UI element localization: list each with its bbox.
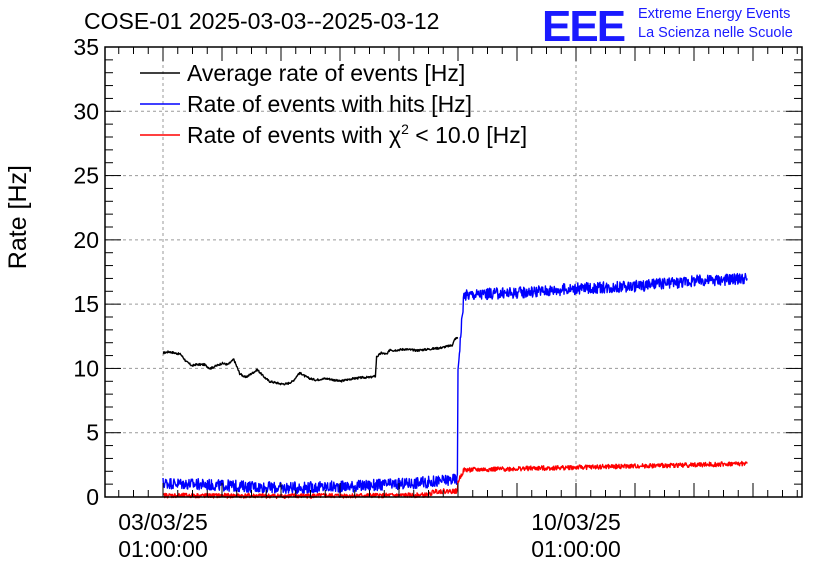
legend-label-2: Rate of events with hits [Hz] [187,91,472,117]
legend-label-3: Rate of events with χ2 < 10.0 [Hz] [187,121,527,148]
logo-line-1: Extreme Energy Events [638,6,791,22]
y-tick-label: 30 [73,98,99,124]
y-tick-label: 25 [73,163,99,189]
logo-line-2: La Scienza nelle Scuole [638,25,793,41]
x-tick-label-date: 03/03/25 [118,509,208,535]
y-tick-label: 15 [73,291,99,317]
y-tick-label: 35 [73,34,99,60]
x-tick-label-time: 01:00:00 [118,536,208,562]
y-tick-label: 20 [73,227,99,253]
series-line-1 [162,336,459,386]
series-line-2 [162,272,748,494]
series-line-3 [162,460,748,499]
chart-title: COSE-01 2025-03-03--2025-03-12 [84,8,440,34]
legend-label-1: Average rate of events [Hz] [187,60,465,86]
eee-logo-text: Extreme Energy Events La Scienza nelle S… [638,5,793,43]
y-axis-label: Rate [Hz] [4,165,32,269]
eee-logo: EEE [542,2,626,51]
y-tick-label: 10 [73,355,99,381]
x-tick-label-date: 10/03/25 [531,509,621,535]
x-tick-label-time: 01:00:00 [531,536,621,562]
y-tick-label: 0 [86,484,99,510]
y-tick-label: 5 [86,420,99,446]
plot-frame [104,46,803,498]
